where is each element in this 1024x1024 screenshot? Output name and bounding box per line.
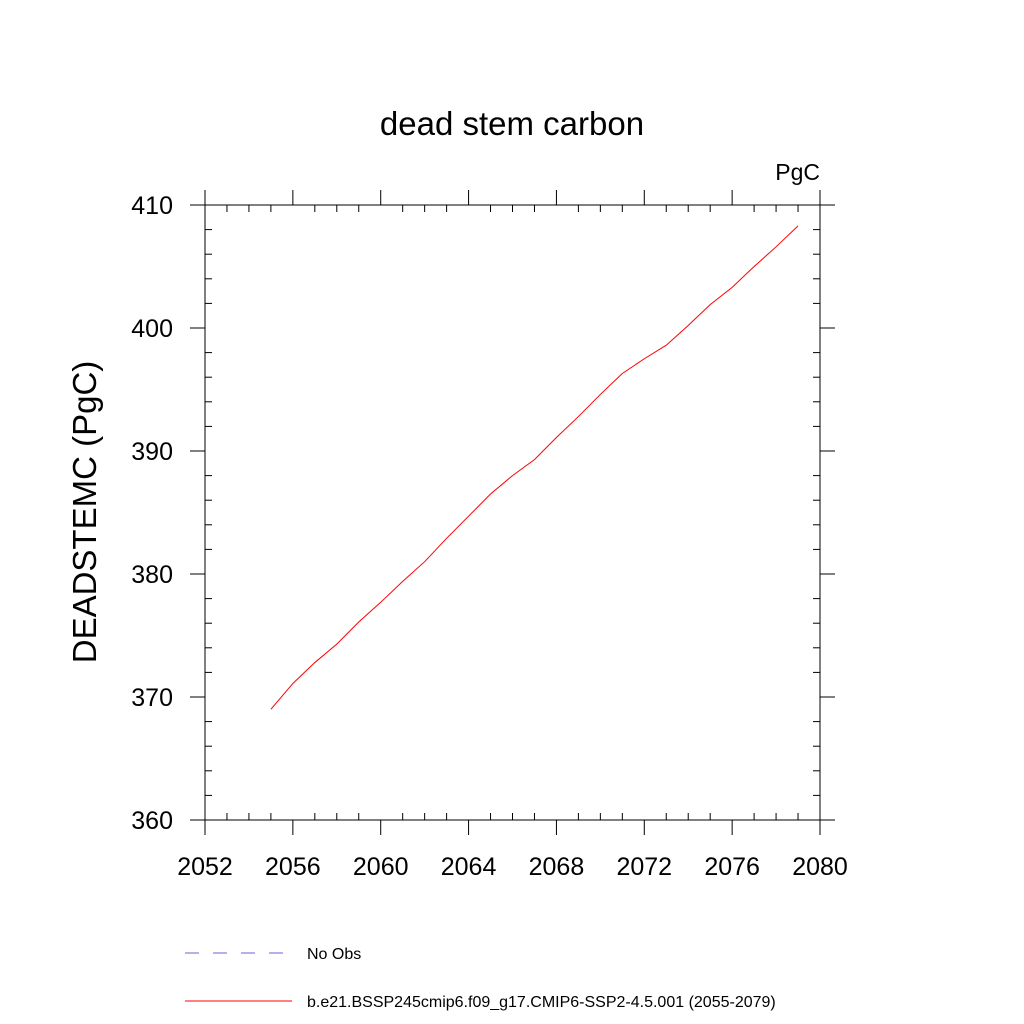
- x-tick-label: 2072: [616, 853, 672, 881]
- x-tick-label: 2052: [177, 853, 233, 881]
- chart-title: dead stem carbon: [380, 105, 644, 142]
- x-tick-label: 2064: [441, 853, 497, 881]
- plot-frame: [204, 204, 821, 821]
- x-tick-label: 2076: [704, 853, 760, 881]
- axis-ticks: 2052 2056 2060 2064 2068 2072 2076 2080 360 370 38…: [131, 190, 848, 881]
- series-layer: [270, 225, 799, 710]
- x-tick-label: 2056: [265, 853, 321, 881]
- y-axis-label: DEADSTEMC (PgC): [66, 361, 103, 664]
- y-tick-label: 360: [131, 807, 173, 835]
- legend-label-no-obs: No Obs: [307, 946, 361, 963]
- y-tick-label: 380: [131, 561, 173, 589]
- legend-label-model-run: b.e21.BSSP245cmip6.f09_g17.CMIP6-SSP2-4.…: [307, 994, 776, 1011]
- x-tick-label: 2060: [353, 853, 409, 881]
- x-tick-label: 2068: [529, 853, 585, 881]
- y-tick-label: 400: [131, 315, 173, 343]
- series-line-0: [270, 225, 799, 710]
- y-tick-label: 370: [131, 684, 173, 712]
- x-tick-label: 2080: [792, 853, 848, 881]
- legend: No Obs b.e21.BSSP245cmip6.f09_g17.CMIP6-…: [185, 946, 776, 1011]
- y-tick-label: 410: [131, 192, 173, 220]
- y-tick-label: 390: [131, 438, 173, 466]
- units-label: PgC: [775, 159, 820, 185]
